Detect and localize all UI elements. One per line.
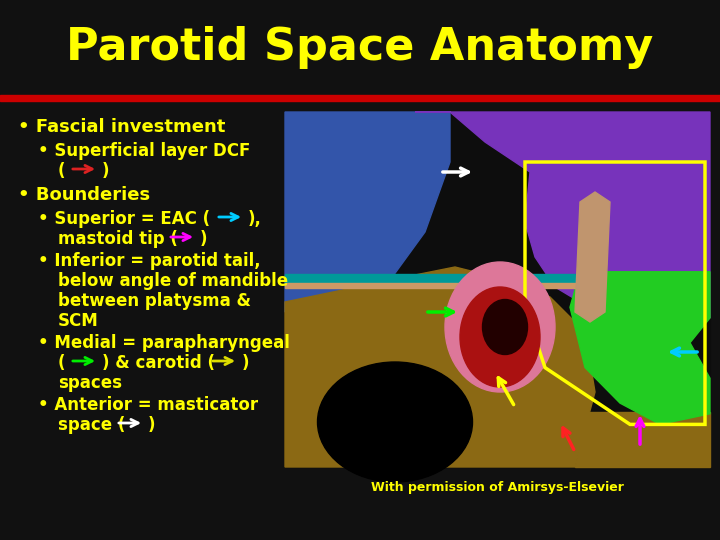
Text: ): ) [242, 354, 250, 372]
Text: • Anterior = masticator: • Anterior = masticator [38, 396, 258, 414]
Polygon shape [570, 272, 710, 424]
Bar [0, 0, 720, 95]
Text: SCM: SCM [58, 312, 99, 330]
Text: ) & carotid (: ) & carotid ( [102, 354, 215, 372]
Text: ): ) [148, 416, 156, 434]
Polygon shape [575, 192, 610, 322]
Text: between platysma &: between platysma & [58, 292, 251, 310]
Text: • Bounderies: • Bounderies [18, 186, 150, 204]
Text: • Superior = EAC (: • Superior = EAC ( [38, 210, 210, 228]
Text: • Fascial investment: • Fascial investment [18, 118, 225, 136]
Text: (: ( [58, 354, 66, 372]
Text: With permission of Amirsys-Elsevier: With permission of Amirsys-Elsevier [371, 481, 624, 494]
Polygon shape [285, 112, 450, 312]
Ellipse shape [318, 362, 472, 482]
Text: mastoid tip (: mastoid tip ( [58, 230, 178, 248]
Text: space (: space ( [58, 416, 125, 434]
Text: ): ) [200, 230, 207, 248]
Text: Parotid Space Anatomy: Parotid Space Anatomy [66, 26, 654, 69]
Text: ): ) [102, 162, 109, 180]
Polygon shape [575, 412, 710, 467]
Text: • Inferior = parotid tail,: • Inferior = parotid tail, [38, 252, 261, 270]
Text: ),: ), [248, 210, 262, 228]
Text: below angle of mandible: below angle of mandible [58, 272, 288, 290]
Polygon shape [285, 267, 595, 467]
Polygon shape [415, 112, 710, 318]
Bar [285, 112, 710, 467]
Text: spaces: spaces [58, 374, 122, 392]
Text: • Medial = parapharyngeal: • Medial = parapharyngeal [38, 334, 290, 352]
Ellipse shape [482, 300, 528, 354]
Text: • Superficial layer DCF: • Superficial layer DCF [38, 142, 251, 160]
Text: (: ( [58, 162, 66, 180]
Bar [285, 283, 604, 288]
Ellipse shape [445, 262, 555, 392]
Bar [0, 95, 720, 101]
Ellipse shape [460, 287, 540, 387]
Bar [285, 274, 604, 283]
